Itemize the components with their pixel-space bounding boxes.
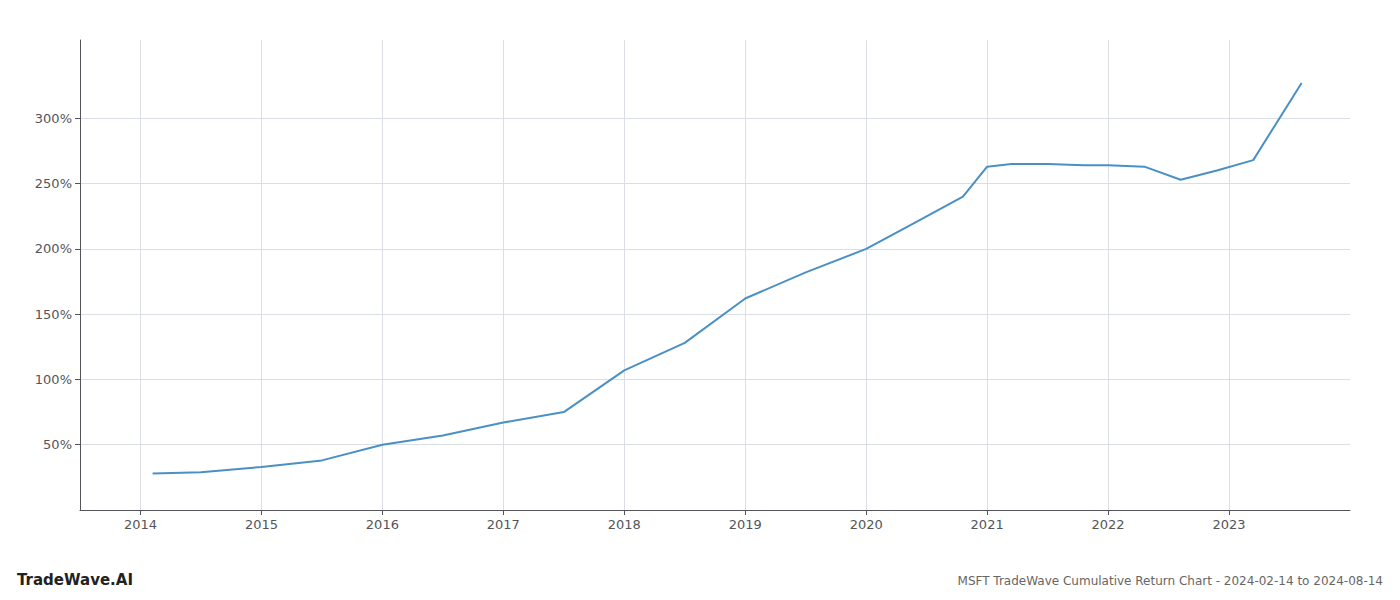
svg-text:2023: 2023 <box>1213 517 1246 532</box>
svg-text:2021: 2021 <box>971 517 1004 532</box>
svg-text:150%: 150% <box>35 307 72 322</box>
svg-text:MSFT TradeWave Cumulative Retu: MSFT TradeWave Cumulative Return Chart -… <box>958 574 1383 588</box>
svg-text:2016: 2016 <box>366 517 399 532</box>
svg-text:2022: 2022 <box>1092 517 1125 532</box>
svg-text:2015: 2015 <box>245 517 278 532</box>
svg-text:50%: 50% <box>43 437 72 452</box>
svg-text:250%: 250% <box>35 176 72 191</box>
svg-text:100%: 100% <box>35 372 72 387</box>
svg-text:2017: 2017 <box>487 517 520 532</box>
svg-text:200%: 200% <box>35 241 72 256</box>
svg-text:2014: 2014 <box>124 517 157 532</box>
svg-text:300%: 300% <box>35 111 72 126</box>
svg-text:TradeWave.AI: TradeWave.AI <box>17 571 133 589</box>
svg-text:2019: 2019 <box>729 517 762 532</box>
svg-text:2018: 2018 <box>608 517 641 532</box>
svg-text:2020: 2020 <box>850 517 883 532</box>
